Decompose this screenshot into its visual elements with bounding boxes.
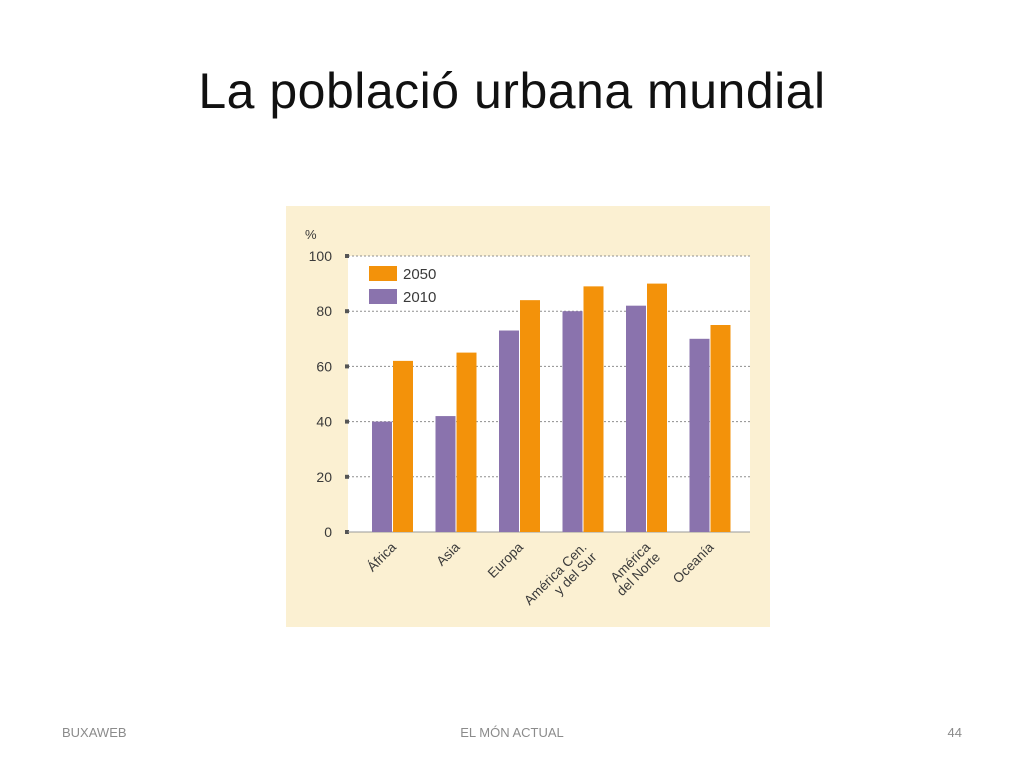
bar-2010 [435, 416, 456, 532]
page-number: 44 [947, 725, 962, 740]
bar-2050 [710, 325, 731, 532]
x-tick-label: Américadel Norte [604, 539, 664, 599]
legend-swatch-2010 [369, 289, 397, 304]
x-tick-label: Oceanía [670, 539, 717, 586]
bar-2050 [393, 360, 413, 532]
bar-2010 [372, 421, 392, 532]
y-tick-mark [345, 474, 349, 479]
bar-2050 [456, 352, 477, 532]
y-tick-label: 40 [316, 414, 332, 430]
bar-2010 [562, 311, 583, 532]
legend-label-2010: 2010 [403, 289, 436, 306]
chart-panel: 0 20 40 60 80 100% África Asia Europa América Cen… [286, 206, 770, 627]
bar-2010 [689, 338, 710, 532]
bar-2010 [499, 330, 519, 532]
y-tick-label: 60 [316, 358, 332, 374]
y-tick-mark [345, 254, 349, 258]
y-tick-mark [345, 419, 349, 424]
legend-swatch-2050 [369, 266, 397, 281]
y-tick-label: 0 [324, 524, 332, 540]
y-tick-label: 80 [316, 303, 332, 319]
y-tick-mark [345, 364, 349, 369]
bar-2050 [520, 300, 540, 532]
slide-title: La població urbana mundial [198, 63, 826, 119]
plot-area [348, 256, 750, 532]
y-tick-label: 100 [309, 248, 333, 264]
y-tick-mark [345, 309, 349, 314]
x-tick-label: Europa [485, 539, 527, 581]
y-tick-label: 20 [316, 469, 332, 485]
y-tick-mark [345, 530, 349, 534]
x-tick-label: América Cen.y del Sur [521, 539, 600, 618]
bar-2010 [626, 305, 646, 532]
bar-2050 [647, 283, 667, 532]
legend-label-2050: 2050 [403, 266, 436, 283]
footer-center: EL MÓN ACTUAL [460, 725, 564, 740]
x-tick-label: África [364, 539, 399, 574]
bar-2050 [583, 286, 604, 532]
y-axis-label: % [305, 227, 317, 242]
footer-left: BUXAWEB [62, 725, 127, 740]
x-tick-label: Asia [433, 539, 463, 569]
